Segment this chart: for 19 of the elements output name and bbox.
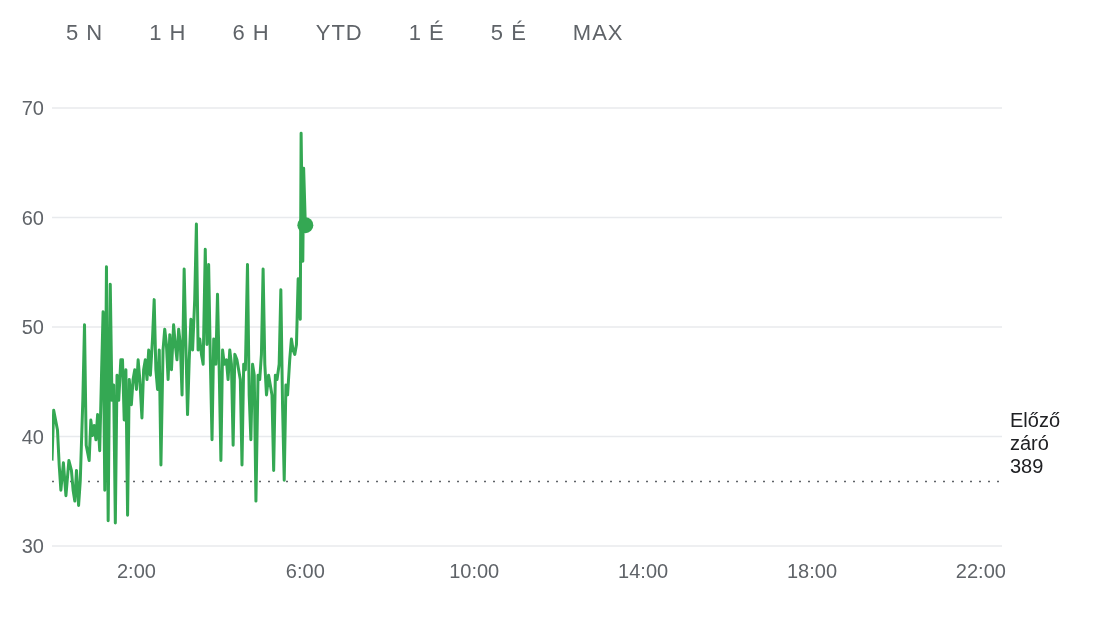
y-tick-label: 30 — [21, 535, 44, 558]
x-tick-label: 14:00 — [618, 560, 669, 583]
text: 5 N — [66, 20, 104, 46]
text: 5 É — [490, 20, 527, 46]
x-tick-label: 2:00 — [116, 560, 156, 583]
x-tick-label: 18:00 — [786, 560, 838, 583]
y-tick-label: 50 — [21, 316, 44, 339]
text: 1 H — [149, 20, 187, 46]
text: 6 H — [232, 20, 270, 46]
text: 1 É — [408, 20, 445, 46]
ref-line-label: Előző záró 389 — [1010, 409, 1061, 478]
text: YTD — [315, 20, 363, 46]
y-tick-label: 60 — [21, 206, 44, 229]
y-tick-label: 70 — [21, 97, 44, 120]
y-tick-label: 40 — [21, 425, 44, 448]
x-tick-label: 22:00 — [955, 560, 1006, 583]
x-tick-label: 10:00 — [449, 560, 500, 583]
text: MAX — [572, 20, 624, 46]
x-tick-label: 6:00 — [285, 560, 325, 583]
